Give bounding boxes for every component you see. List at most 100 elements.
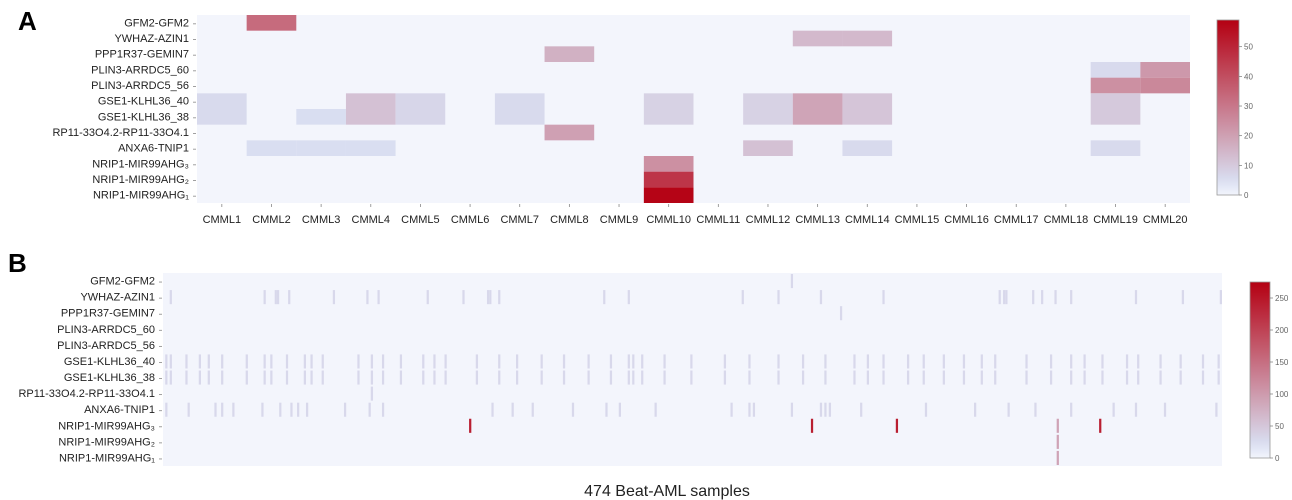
heatmap-b-cell (819, 290, 823, 305)
heatmap-b-cell (723, 370, 727, 385)
heatmap-b-cell (1056, 450, 1059, 465)
heatmap-a-col-label-cmml4: CMML4 (352, 214, 391, 226)
colorbar-a-tick-label: 0 (1244, 191, 1249, 200)
heatmap-b-cell (462, 290, 465, 305)
heatmap-b-row-label-rp11-33o4-2-rp11-33o4-1: RP11-33O4.2-RP11-33O4.1 (18, 388, 155, 400)
heatmap-b-cell (185, 354, 188, 369)
heatmap-b-cell (303, 370, 306, 385)
heatmap-b-cell (475, 370, 479, 385)
heatmap-b-cell (198, 370, 201, 385)
heatmap-b-cell (1007, 402, 1010, 417)
heatmap-a-row-label-ppp1r37-gemin7: PPP1R37-GEMIN7 (95, 49, 189, 61)
heatmap-a-col-label-cmml7: CMML7 (500, 214, 539, 226)
heatmap-b-cell (1181, 290, 1185, 305)
heatmap-b-cell (357, 370, 360, 385)
heatmap-b-cell (377, 290, 380, 305)
heatmap-b-cell (540, 370, 543, 385)
heatmap-a-col-label-cmml20: CMML20 (1143, 214, 1188, 226)
heatmap-b-row-label-nrip1-mir99ahg2: NRIP1-MIR99AHG₂ (58, 436, 155, 448)
colorbar-b-tick-label: 0 (1275, 454, 1280, 463)
heatmap-b-cell (1159, 370, 1162, 385)
heatmap-a-cell (1140, 62, 1190, 78)
heatmap-b-cell (1054, 290, 1057, 305)
heatmap-b-cell (980, 354, 983, 369)
heatmap-b-cell (663, 370, 666, 385)
heatmap-b-cell (169, 290, 172, 305)
heatmap-a-cell (842, 140, 893, 156)
heatmap-b-cell (285, 354, 289, 369)
heatmap-b-cell (654, 402, 657, 417)
heatmap-b-cell (924, 402, 928, 417)
heatmap-b-cell (866, 370, 869, 385)
heatmap-a-col-label-cmml12: CMML12 (746, 214, 791, 226)
heatmap-b-cell (860, 402, 863, 417)
heatmap-b-cell (1049, 354, 1053, 369)
heatmap-b-row-label-nrip1-mir99ahg3: NRIP1-MIR99AHG₃ (58, 420, 155, 432)
heatmap-b-cell (853, 354, 856, 369)
heatmap-b-cell (381, 370, 385, 385)
heatmap-b-cell (1025, 370, 1028, 385)
heatmap-a-cell (643, 93, 694, 109)
colorbar-b-gradient (1249, 281, 1271, 459)
heatmap-b-cell (422, 370, 425, 385)
heatmap-b-cell (562, 370, 566, 385)
heatmap-a-col-label-cmml2: CMML2 (252, 214, 291, 226)
heatmap-a-col-label-cmml8: CMML8 (550, 214, 589, 226)
heatmap-b-cell (1217, 354, 1220, 369)
heatmap-b-cell (605, 402, 608, 417)
heatmap-b-cell (801, 370, 805, 385)
heatmap-b-cell (980, 370, 983, 385)
heatmap-a-cell (296, 140, 346, 156)
heatmap-a-col-label-cmml1: CMML1 (203, 214, 242, 226)
heatmap-b-cell (587, 354, 590, 369)
heatmap-b-cell (426, 290, 429, 305)
heatmap-b-cell (690, 370, 693, 385)
heatmap-b-cell (866, 354, 869, 369)
heatmap-b-cell (207, 370, 210, 385)
heatmap-a-cell (1090, 62, 1141, 78)
heatmap-a-cell (395, 93, 446, 109)
heatmap-b-cell (1101, 370, 1104, 385)
heatmap-b-cell (165, 354, 168, 369)
heatmap-b-row-label-gfm2-gfm2: GFM2-GFM2 (90, 276, 155, 288)
heatmap-a-cell (643, 109, 694, 125)
heatmap-b-cell (1005, 290, 1008, 305)
heatmap-a-cell (643, 187, 694, 203)
heatmap-a-row-label-anxa6-tnip1: ANXA6-TNIP1 (118, 143, 189, 155)
heatmap-b-cell (730, 402, 733, 417)
heatmap-b-cell (285, 370, 289, 385)
colorbar-b-tick-label: 50 (1275, 422, 1284, 431)
heatmap-a-row-label-plin3-arrdc5-56: PLIN3-ARRDC5_56 (91, 80, 189, 92)
heatmap-b-cell (627, 370, 630, 385)
heatmap-a-cell (792, 30, 843, 47)
heatmap-b-cell (994, 354, 997, 369)
colorbar-a-tick-label: 10 (1244, 161, 1253, 170)
heatmap-b-cell (609, 354, 613, 369)
heatmap-b-cell (1070, 402, 1073, 417)
heatmap-b-cell (422, 354, 425, 369)
heatmap-b-cell (1032, 290, 1035, 305)
colorbar-a-tick-label: 20 (1244, 132, 1253, 141)
heatmap-b-cell (187, 402, 190, 417)
heatmap-b-cell (1137, 370, 1140, 385)
heatmap-b-cell (1070, 370, 1073, 385)
heatmap-b-cell (469, 418, 472, 433)
heatmap-b-cell (1056, 434, 1059, 449)
heatmap-b-cell (562, 354, 566, 369)
heatmap-b-cell (777, 354, 780, 369)
heatmap-b-cell (962, 354, 966, 369)
heatmap-b-cell (922, 370, 925, 385)
heatmap-b-cell (1083, 370, 1086, 385)
heatmap-a-row-label-nrip1-mir99ahg1: NRIP1-MIR99AHG₁ (93, 190, 189, 202)
heatmap-b-cell (942, 354, 945, 369)
heatmap-b-cell (399, 354, 403, 369)
heatmap-b-cell (828, 402, 832, 417)
heatmap-b-cell (1217, 370, 1220, 385)
heatmap-b-cell (381, 402, 385, 417)
heatmap-b-cell (801, 354, 805, 369)
heatmap-b-cell (723, 354, 727, 369)
heatmap-b-cell (169, 370, 172, 385)
heatmap-a-col-label-cmml3: CMML3 (302, 214, 341, 226)
heatmap-b-cell (169, 354, 172, 369)
heatmap-a-cell (792, 93, 843, 109)
